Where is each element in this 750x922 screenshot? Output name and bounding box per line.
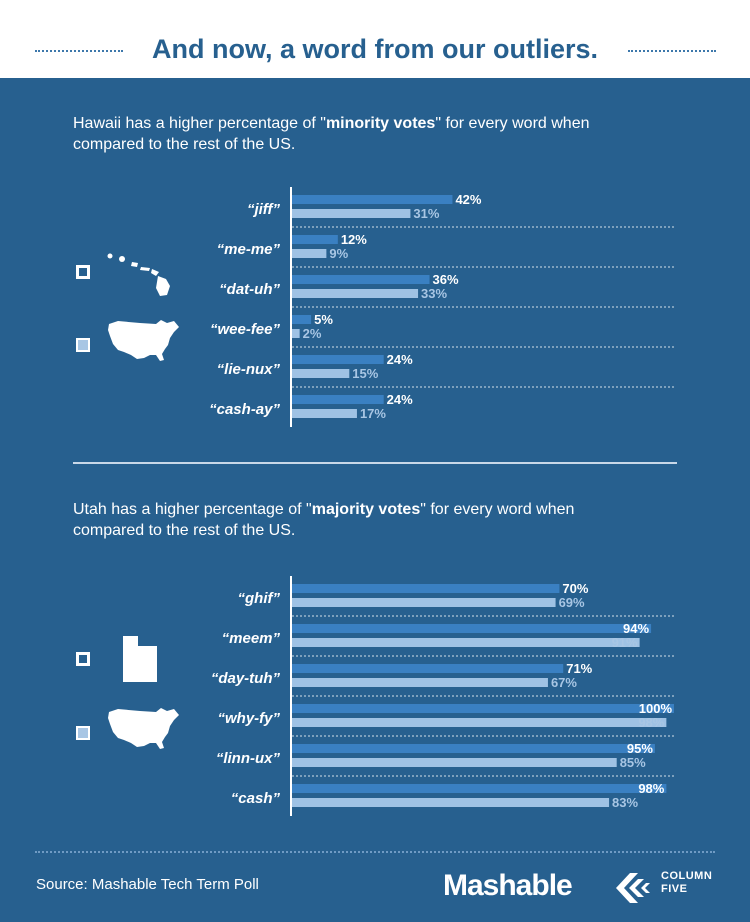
state-bar <box>292 195 453 204</box>
footer-dots <box>35 851 715 853</box>
us-map-icon <box>108 320 179 361</box>
column-five-line2: FIVE <box>661 883 688 895</box>
header-right-dots <box>628 50 716 52</box>
utah-category-labels: “ghif” “meem” “day-tuh” “why-fy” “linn-ux” “c… <box>211 590 281 807</box>
us-value-label: 91% <box>612 635 638 650</box>
state-bar <box>292 315 312 324</box>
us-value-label: 98% <box>638 715 664 730</box>
hawaii-map-icon <box>107 253 170 296</box>
state-value-label: 94% <box>623 621 649 636</box>
utah-chart-frame: 70% 69% 94% 91% 71% 67% 100% 98% 95% 85% 98% 83% <box>290 576 676 816</box>
state-bar <box>292 704 674 713</box>
state-bar <box>292 275 430 284</box>
column-five-logo-icon <box>616 873 650 903</box>
state-bar <box>292 624 652 633</box>
mashable-logo: Mashable <box>443 869 573 902</box>
us-map-icon <box>108 708 179 749</box>
us-bar <box>292 718 667 727</box>
us-value-label: 15% <box>352 366 378 381</box>
state-legend-swatch <box>76 265 90 279</box>
us-value-label: 85% <box>620 755 646 770</box>
us-bar <box>292 369 350 378</box>
us-value-label: 69% <box>559 595 585 610</box>
us-bar <box>292 798 610 807</box>
state-bar <box>292 784 667 793</box>
category-label: “wee-fee” <box>210 321 281 338</box>
category-label: “jiff” <box>247 201 281 218</box>
intro-emphasis: minority votes <box>325 115 436 132</box>
state-value-label: 71% <box>566 661 592 676</box>
us-value-label: 33% <box>421 286 447 301</box>
us-bar <box>292 209 411 218</box>
intro-text-part: Hawaii has a higher percentage of " <box>73 115 326 132</box>
hawaii-chart-frame: 42% 31% 12% 9% 36% 33% 5% 2% 24% 15% 24% 17% <box>290 187 676 427</box>
us-value-label: 83% <box>612 795 638 810</box>
us-bar <box>292 249 327 258</box>
state-bar <box>292 584 560 593</box>
hawaii-category-labels: “jiff” “me-me” “dat-uh” “wee-fee” “lie-nux” “… <box>209 201 281 418</box>
state-value-label: 36% <box>433 272 459 287</box>
intro-text-part: Utah has a higher percentage of " <box>73 501 312 518</box>
page-title: And now, a word from our outliers. <box>151 34 598 64</box>
state-bar <box>292 664 564 673</box>
us-bar <box>292 409 357 418</box>
section-divider <box>73 462 677 464</box>
category-label: “why-fy” <box>217 710 280 727</box>
us-bar <box>292 598 556 607</box>
intro-text-part: " for every word when compared to the re… <box>73 115 590 153</box>
category-label: “meem” <box>222 630 281 647</box>
header-banner: And now, a word from our outliers. <box>0 0 750 78</box>
state-legend-swatch <box>76 652 90 666</box>
category-label: “lie-nux” <box>217 361 281 378</box>
category-label: “ghif” <box>238 590 281 607</box>
us-bar <box>292 678 548 687</box>
column-five-wordmark: COLUMN FIVE <box>661 870 712 896</box>
us-bar <box>292 289 419 298</box>
us-value-label: 31% <box>413 206 439 221</box>
source-note: Source: Mashable Tech Term Poll <box>36 876 259 893</box>
state-value-label: 98% <box>638 781 664 796</box>
category-label: “cash-ay” <box>209 401 280 418</box>
us-legend-swatch <box>76 338 90 352</box>
state-value-label: 70% <box>562 581 588 596</box>
utah-bar-chart: 70%69%94%91%71%67%100%98%95%85%98%83% <box>292 581 676 810</box>
us-value-label: 17% <box>360 406 386 421</box>
state-value-label: 100% <box>639 701 673 716</box>
category-label: “cash” <box>231 790 281 807</box>
state-bar <box>292 395 384 404</box>
utah-map-icon <box>123 636 157 682</box>
category-label: “linn-ux” <box>216 750 281 767</box>
state-value-label: 5% <box>314 312 333 327</box>
state-value-label: 95% <box>627 741 653 756</box>
state-bar <box>292 744 655 753</box>
state-value-label: 42% <box>455 192 481 207</box>
category-label: “me-me” <box>217 241 281 258</box>
header-left-dots <box>35 50 123 52</box>
us-bar <box>292 329 300 338</box>
hawaii-bar-chart: 42%31%12%9%36%33%5%2%24%15%24%17% <box>292 192 676 421</box>
us-bar <box>292 758 617 767</box>
us-value-label: 9% <box>329 246 348 261</box>
state-value-label: 24% <box>387 392 413 407</box>
utah-intro-text: Utah has a higher percentage of "majorit… <box>73 499 593 541</box>
state-bar <box>292 355 384 364</box>
intro-text-part: " for every word when compared to the re… <box>73 501 575 539</box>
category-label: “dat-uh” <box>219 281 280 298</box>
us-value-label: 67% <box>551 675 577 690</box>
state-value-label: 12% <box>341 232 367 247</box>
us-value-label: 2% <box>303 326 322 341</box>
state-value-label: 24% <box>387 352 413 367</box>
intro-emphasis: majority votes <box>311 501 421 518</box>
us-legend-swatch <box>76 726 90 740</box>
us-bar <box>292 638 640 647</box>
category-label: “day-tuh” <box>211 670 281 687</box>
hawaii-intro-text: Hawaii has a higher percentage of "minor… <box>73 113 593 155</box>
column-five-line1: COLUMN <box>661 870 713 882</box>
state-bar <box>292 235 338 244</box>
